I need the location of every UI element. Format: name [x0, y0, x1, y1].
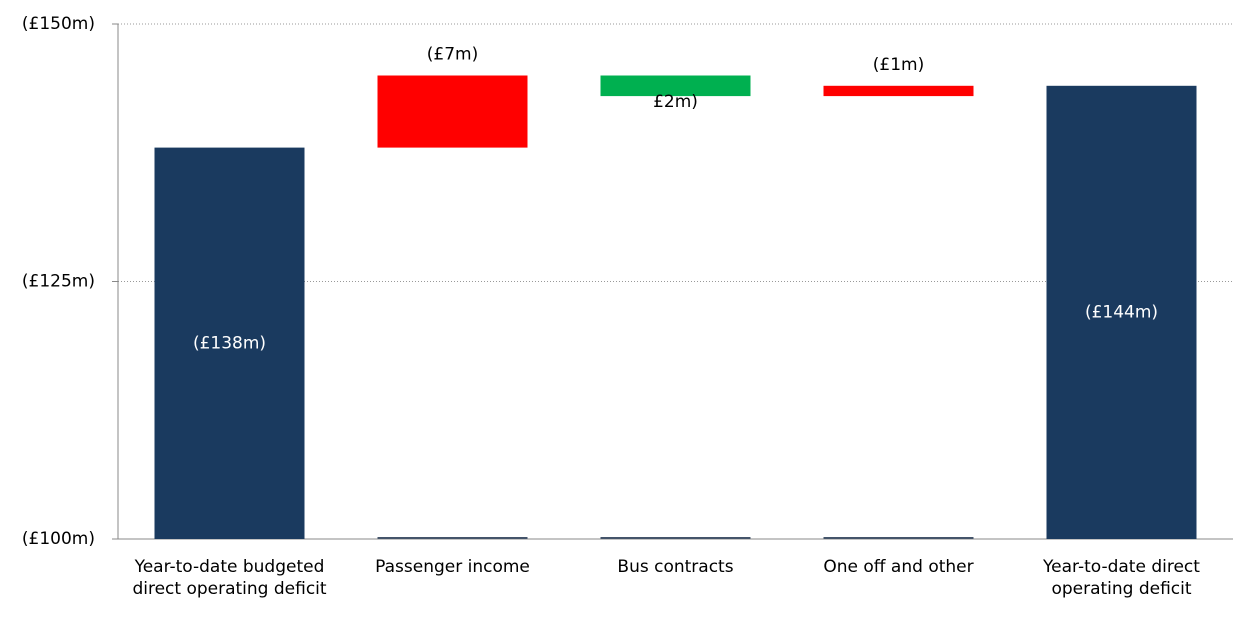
value-label: £2m): [653, 92, 698, 112]
y-tick-label: (£125m): [22, 272, 95, 292]
value-label: (£7m): [427, 45, 478, 65]
bar: [823, 85, 974, 97]
bar: [1046, 85, 1197, 540]
value-label: (£1m): [873, 55, 924, 75]
x-tick-label: Passenger income: [375, 557, 530, 577]
bar: [154, 147, 305, 539]
value-label: (£144m): [1085, 302, 1158, 322]
x-tick-label: Year-to-date direct operating deficit: [1043, 557, 1200, 599]
y-tick-label: (£100m): [22, 529, 95, 549]
value-label: (£138m): [193, 333, 266, 353]
bar: [377, 75, 528, 148]
x-tick-label: Year-to-date budgeted direct operating d…: [132, 557, 327, 599]
x-tick-label: Bus contracts: [617, 557, 734, 577]
y-tick-label: (£150m): [22, 14, 95, 34]
x-tick-label: One off and other: [823, 557, 974, 577]
bar: [600, 75, 751, 97]
